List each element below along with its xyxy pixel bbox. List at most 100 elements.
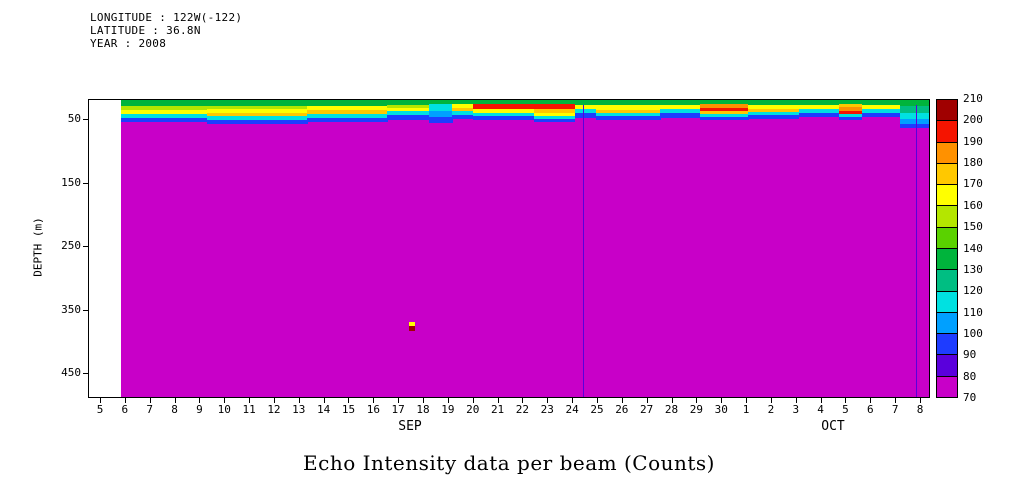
surface-layer-cell xyxy=(451,100,474,104)
surface-layer-cell xyxy=(899,100,929,106)
y-tick-mark xyxy=(83,119,88,120)
x-tick-label: 1 xyxy=(742,403,750,416)
x-tick-label: 2 xyxy=(767,403,775,416)
surface-layer-cell xyxy=(596,105,661,110)
surface-layer-cell xyxy=(798,109,840,113)
x-tick-mark xyxy=(770,398,772,403)
surface-layer-cell xyxy=(699,111,750,114)
surface-layer-cell xyxy=(748,112,800,115)
surface-layer-cell xyxy=(574,105,598,109)
colorbar-tick-label: 80 xyxy=(963,369,977,383)
surface-layer-cell xyxy=(839,117,863,120)
x-tick-label: 27 xyxy=(640,403,654,416)
y-tick-label: 150 xyxy=(61,175,81,189)
x-tick-label: 24 xyxy=(565,403,579,416)
colorbar-segment xyxy=(937,120,957,142)
surface-layer-cell xyxy=(748,115,800,119)
x-tick-mark xyxy=(920,398,921,403)
x-tick-label: 16 xyxy=(366,403,380,416)
x-tick-mark xyxy=(423,398,425,403)
colorbar-segment xyxy=(937,354,957,376)
colorbar-segment xyxy=(937,290,957,312)
x-tick-label: 21 xyxy=(490,403,505,416)
surface-layer-cell xyxy=(839,107,863,111)
colorbar-tick-label: 210 xyxy=(963,92,983,105)
surface-layer-cell xyxy=(120,118,208,122)
x-tick-label: 5 xyxy=(842,403,849,416)
x-tick-label: 30 xyxy=(714,403,728,416)
x-tick-mark xyxy=(323,398,325,403)
surface-layer-cell xyxy=(748,100,800,105)
x-tick-mark xyxy=(447,398,449,403)
x-tick-mark xyxy=(348,398,350,403)
surface-layer-cell xyxy=(120,114,208,118)
surface-layer-cell xyxy=(596,100,661,105)
x-tick-mark xyxy=(746,398,748,403)
colorbar-segment xyxy=(937,269,957,291)
colorbar-tick-label: 150 xyxy=(963,220,983,234)
colorbar-tick-label: 120 xyxy=(963,284,983,298)
colorbar-segment xyxy=(937,311,957,334)
x-tick-label: 11 xyxy=(242,403,256,416)
surface-layer-cell xyxy=(660,113,701,118)
surface-layer-cell xyxy=(387,111,430,115)
x-tick-mark xyxy=(845,398,847,403)
surface-layer-cell xyxy=(534,116,576,119)
x-tick-label: 6 xyxy=(121,403,129,416)
surface-layer-cell xyxy=(429,117,453,123)
x-tick-label: 5 xyxy=(96,403,104,416)
surface-layer-cell xyxy=(451,115,474,119)
surface-layer-cell xyxy=(699,117,750,120)
x-tick-mark xyxy=(273,398,275,403)
anomaly-point xyxy=(409,322,416,327)
x-tick-label: 6 xyxy=(866,403,874,416)
surface-layer-cell xyxy=(699,100,750,104)
surface-layer-cell xyxy=(861,105,901,109)
surface-layer-cell xyxy=(534,109,576,113)
x-tick-label: 9 xyxy=(196,403,203,416)
y-tick-mark xyxy=(83,309,88,311)
surface-layer-cell xyxy=(798,100,840,105)
x-tick-label: 3 xyxy=(792,403,800,416)
x-tick-mark xyxy=(373,398,375,403)
surface-layer-cell xyxy=(120,100,208,106)
gap-line xyxy=(915,105,918,397)
x-tick-label: 22 xyxy=(515,403,530,416)
x-tick-mark xyxy=(497,398,499,403)
surface-layer-cell xyxy=(429,104,453,111)
colorbar-tick-label: 90 xyxy=(963,348,977,362)
y-tick-mark xyxy=(83,246,88,247)
anomaly-point-core xyxy=(409,326,416,332)
colorbar-tick-label: 140 xyxy=(963,241,983,255)
colorbar-tick-label: 200 xyxy=(963,113,983,127)
x-tick-mark xyxy=(721,398,723,403)
x-tick-mark xyxy=(870,398,872,403)
surface-layer-cell xyxy=(472,100,535,104)
colorbar-segment xyxy=(937,205,957,227)
x-tick-label: 13 xyxy=(292,403,306,416)
y-tick-mark xyxy=(83,373,88,374)
x-tick-mark xyxy=(174,398,176,403)
gap-line xyxy=(582,105,585,397)
surface-layer-cell xyxy=(451,104,474,108)
colorbar-tick-label: 180 xyxy=(963,156,983,170)
x-tick-label: 18 xyxy=(416,403,430,416)
surface-layer-cell xyxy=(387,105,430,108)
surface-layer-cell xyxy=(429,100,453,104)
colorbar-tick-label: 70 xyxy=(963,391,977,404)
colorbar-segment xyxy=(937,162,957,185)
surface-layer-cell xyxy=(899,124,929,128)
y-tick-label: 250 xyxy=(61,239,81,252)
surface-layer-cell xyxy=(472,116,535,120)
x-tick-label: 15 xyxy=(341,403,356,416)
colorbar-segment xyxy=(937,333,957,355)
month-label-sep: SEP xyxy=(398,419,422,434)
surface-layer-cell xyxy=(206,113,309,116)
surface-layer-cell xyxy=(307,110,388,114)
surface-layer-cell xyxy=(596,116,661,120)
x-tick-mark xyxy=(646,398,648,403)
surface-layer-cell xyxy=(660,100,701,105)
x-tick-label: 7 xyxy=(891,403,899,416)
x-tick-mark xyxy=(820,398,822,403)
x-tick-mark xyxy=(621,398,623,403)
